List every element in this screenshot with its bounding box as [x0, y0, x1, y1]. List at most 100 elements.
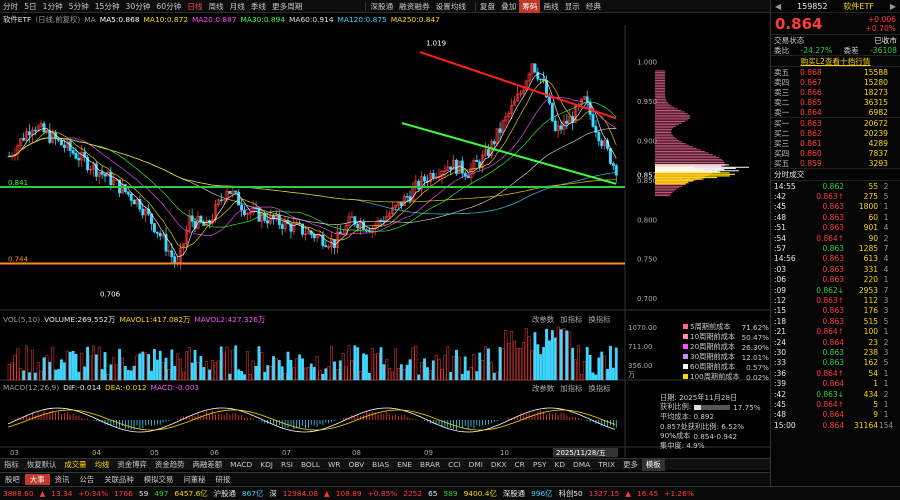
toolbar-item-19[interactable]: 显示	[562, 0, 583, 13]
ninety-label[interactable]: 90%成本	[660, 431, 690, 441]
toolbar-item-11[interactable]: 更多周期	[269, 0, 305, 13]
indicator-tab-15[interactable]: BRAR	[416, 459, 444, 471]
macd-switch-indicator[interactable]: 换指标	[588, 383, 610, 394]
sz-label[interactable]: 深	[266, 488, 279, 499]
toolbar-item-3[interactable]: 5分钟	[66, 0, 92, 13]
book-row[interactable]: 买三 0.861 4289	[771, 138, 900, 148]
info-tab-3[interactable]: 公告	[74, 474, 99, 485]
volume-bar	[426, 368, 428, 380]
ma-prefix[interactable]: MA	[84, 15, 95, 24]
macd-title[interactable]: MACD(12,26,9)	[3, 383, 59, 392]
indicator-tab-19[interactable]: CR	[511, 459, 529, 471]
info-tab-0[interactable]: 股吧	[0, 474, 25, 485]
indicator-tab-11[interactable]: WR	[324, 459, 344, 471]
volume-bar	[304, 368, 306, 380]
indicator-tab-17[interactable]: DMI	[465, 459, 487, 471]
info-tab-2[interactable]: 资讯	[50, 474, 75, 485]
volume-bar	[60, 360, 62, 380]
info-tab-4[interactable]: 关联品种	[99, 474, 139, 485]
indicator-tab-2[interactable]: 成交量	[60, 459, 90, 471]
indicator-tab-16[interactable]: CCI	[444, 459, 465, 471]
volume-bar	[586, 347, 588, 380]
sgt-label[interactable]: 深股通	[500, 488, 528, 499]
toolbar-item-0[interactable]: 分时	[0, 0, 21, 13]
toolbar-item-17[interactable]: 筹码	[519, 0, 540, 13]
indicator-tab-14[interactable]: ENE	[393, 459, 416, 471]
tick-t: 15:00	[774, 421, 804, 430]
toolbar-item-1[interactable]: 5日	[21, 0, 39, 13]
toolbar-item-15[interactable]: 复盘	[477, 0, 498, 13]
indicator-tab-18[interactable]: DKX	[487, 459, 511, 471]
kline-chart[interactable]: 1.000 0.950 0.900 0.850 0.800 0.750 0.700 0.841…	[0, 25, 770, 457]
book-row[interactable]: 卖一 0.864 6982	[771, 107, 900, 117]
indicator-tab-23[interactable]: TRIX	[594, 459, 619, 471]
vol-add-indicator[interactable]: 加指标	[560, 314, 582, 325]
indicator-tab-0[interactable]: 指标	[0, 459, 23, 471]
vol-edit-params[interactable]: 改参数	[532, 314, 554, 325]
toolbar-item-18[interactable]: 画线	[540, 0, 561, 13]
info-tab-6[interactable]: 问董秘	[178, 474, 210, 485]
indicator-tab-20[interactable]: PSY	[529, 459, 551, 471]
vol-title[interactable]: VOL(5,10)	[3, 315, 40, 324]
indicator-tab-9[interactable]: RSI	[277, 459, 297, 471]
vol-switch-indicator[interactable]: 换指标	[588, 314, 610, 325]
toolbar-item-6[interactable]: 60分钟	[153, 0, 184, 13]
indicator-tab-10[interactable]: BOLL	[297, 459, 324, 471]
toolbar-item-16[interactable]: 叠加	[498, 0, 519, 13]
sh-index-value[interactable]: 3888.60	[0, 489, 37, 498]
indicator-tab-13[interactable]: BIAS	[368, 459, 393, 471]
nav-prev-icon[interactable]: ◀	[775, 2, 781, 11]
book-row[interactable]: 卖四 0.867 15280	[771, 77, 900, 87]
book-row[interactable]: 买一 0.863 20672	[771, 118, 900, 128]
toolbar-item-13[interactable]: 融资融券	[396, 0, 432, 13]
macd-edit-params[interactable]: 改参数	[532, 383, 554, 394]
kc-label[interactable]: 科创50	[556, 488, 586, 499]
toolbar-item-10[interactable]: 季线	[248, 0, 269, 13]
ts-title[interactable]: 分时成交	[774, 169, 804, 180]
indicator-tab-6[interactable]: 两融差额	[189, 459, 227, 471]
volume-bar	[235, 346, 237, 380]
macd-add-indicator[interactable]: 加指标	[560, 383, 582, 394]
info-tab-1[interactable]: 大事	[25, 474, 50, 485]
toolbar-item-7[interactable]: 日线	[184, 0, 205, 13]
price-tick-label: 0.700	[637, 295, 657, 303]
sz-index-value[interactable]: 12984.08	[280, 489, 321, 498]
book-row[interactable]: 卖三 0.866 18273	[771, 87, 900, 97]
book-row[interactable]: 卖二 0.865 36315	[771, 97, 900, 107]
last-price: 0.864	[775, 15, 822, 33]
toolbar-item-2[interactable]: 1分钟	[40, 0, 66, 13]
book-row[interactable]: 卖五 0.868 15588	[771, 67, 900, 77]
buy-l2-link[interactable]: 购买L2查看十档行情	[771, 56, 900, 67]
cost-row: 60周期前成本 0.57%	[683, 362, 769, 372]
indicator-tab-1[interactable]: 恢复默认	[23, 459, 61, 471]
toolbar-item-9[interactable]: 月线	[227, 0, 248, 13]
book-row[interactable]: 买四 0.860 7837	[771, 148, 900, 158]
toolbar-item-4[interactable]: 15分钟	[92, 0, 123, 13]
indicator-tab-7[interactable]: MACD	[226, 459, 256, 471]
tick-v: 5	[844, 400, 878, 409]
candle-body	[540, 79, 542, 80]
toolbar-item-8[interactable]: 周线	[205, 0, 226, 13]
toolbar-item-5[interactable]: 30分钟	[123, 0, 154, 13]
nav-next-icon[interactable]: ▶	[890, 2, 896, 11]
tick-t: :39	[774, 379, 804, 388]
indicator-tab-5[interactable]: 资金趋势	[151, 459, 189, 471]
volume-bar	[563, 328, 565, 380]
hgt-label[interactable]: 沪股通	[211, 488, 239, 499]
indicator-tab-22[interactable]: DMA	[569, 459, 594, 471]
indicator-tab-25[interactable]: 模板	[642, 459, 665, 471]
info-tab-5[interactable]: 模拟交易	[139, 474, 179, 485]
indicator-tab-4[interactable]: 资金博弈	[113, 459, 151, 471]
book-row[interactable]: 买二 0.862 20239	[771, 128, 900, 138]
indicator-tab-3[interactable]: 均线	[91, 459, 114, 471]
indicator-tab-12[interactable]: OBV	[344, 459, 368, 471]
book-row[interactable]: 买五 0.859 3293	[771, 158, 900, 168]
toolbar-item-20[interactable]: 经典	[583, 0, 604, 13]
candle-body	[487, 150, 489, 156]
toolbar-item-14[interactable]: 设置均线	[433, 0, 469, 13]
info-tab-7[interactable]: 研报	[211, 474, 236, 485]
toolbar-item-12[interactable]: 深股通	[367, 0, 396, 13]
indicator-tab-8[interactable]: KDJ	[256, 459, 277, 471]
indicator-tab-21[interactable]: KD	[550, 459, 569, 471]
indicator-tab-24[interactable]: 更多	[619, 459, 642, 471]
